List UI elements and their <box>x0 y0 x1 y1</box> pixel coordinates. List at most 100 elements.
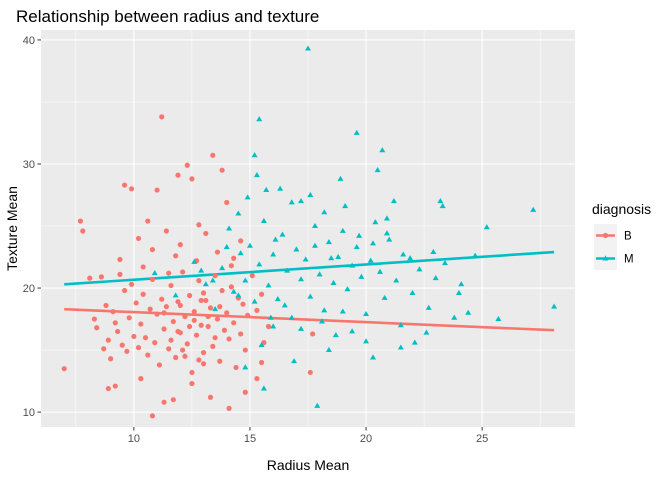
data-point-B <box>207 394 214 400</box>
data-point-B <box>310 331 316 337</box>
data-point-M <box>237 250 244 256</box>
data-point-B <box>149 413 156 419</box>
data-point-B <box>173 253 179 259</box>
legend: diagnosis BM <box>592 201 651 270</box>
x-tick-label: 10 <box>128 433 140 445</box>
data-point-M <box>330 279 337 286</box>
data-point-B <box>149 246 156 253</box>
data-point-B <box>119 342 125 348</box>
data-point-B <box>207 305 214 311</box>
data-point-M <box>256 116 263 122</box>
data-point-B <box>231 320 237 326</box>
data-point-M <box>235 292 242 298</box>
x-tick-label: 25 <box>476 433 488 445</box>
data-point-B <box>103 302 109 309</box>
data-point-B <box>210 343 216 349</box>
data-point-B <box>200 349 207 356</box>
data-point-B <box>156 362 163 368</box>
data-point-M <box>367 257 374 263</box>
data-point-M <box>383 230 390 236</box>
data-point-M <box>242 364 249 370</box>
data-point-B <box>189 369 195 376</box>
data-point-M <box>298 198 305 204</box>
data-point-B <box>245 312 251 318</box>
data-point-M <box>339 227 346 233</box>
data-point-B <box>121 287 128 294</box>
data-point-M <box>302 256 309 262</box>
data-point-M <box>455 289 462 295</box>
data-point-B <box>205 313 211 320</box>
legend-title: diagnosis <box>592 201 651 217</box>
data-point-B <box>110 309 116 315</box>
data-point-M <box>335 253 342 259</box>
data-point-M <box>267 314 274 320</box>
data-point-B <box>221 327 228 333</box>
data-point-M <box>374 167 381 173</box>
data-point-B <box>87 275 93 281</box>
data-point-M <box>551 303 558 309</box>
data-point-M <box>151 270 158 276</box>
data-point-B <box>217 358 223 364</box>
data-point-B <box>249 273 255 279</box>
data-point-B <box>135 235 142 242</box>
data-point-M <box>332 332 339 338</box>
data-point-M <box>425 304 432 310</box>
data-point-B <box>147 306 153 312</box>
data-point-M <box>242 277 249 283</box>
data-point-M <box>251 152 258 158</box>
data-point-M <box>230 288 237 294</box>
data-point-B <box>166 346 172 352</box>
data-point-M <box>393 277 400 283</box>
data-point-M <box>311 222 318 228</box>
y-tick-label: 30 <box>23 159 35 171</box>
y-tick-label: 10 <box>23 407 35 419</box>
data-point-M <box>263 186 270 192</box>
data-point-B <box>175 328 181 335</box>
data-point-B <box>212 273 218 279</box>
data-point-M <box>400 251 407 257</box>
data-point-M <box>191 258 198 264</box>
data-point-B <box>161 310 167 316</box>
data-point-B <box>238 331 244 337</box>
data-point-B <box>163 228 169 234</box>
data-point-B <box>175 299 181 305</box>
data-point-B <box>254 376 260 382</box>
data-point-B <box>101 346 107 352</box>
data-point-M <box>358 273 365 279</box>
data-point-B <box>168 282 174 289</box>
data-point-B <box>117 271 123 278</box>
data-point-M <box>260 385 267 391</box>
data-point-M <box>198 267 205 273</box>
data-point-M <box>321 307 328 313</box>
data-point-M <box>172 292 179 298</box>
data-point-B <box>228 263 234 269</box>
data-point-B <box>108 356 114 362</box>
data-point-M <box>397 322 404 328</box>
data-point-M <box>376 268 383 274</box>
data-point-B <box>80 228 86 234</box>
data-point-B <box>175 172 181 178</box>
data-point-M <box>316 271 323 277</box>
data-point-M <box>291 358 298 364</box>
data-point-B <box>226 405 232 411</box>
data-point-B <box>124 348 130 354</box>
data-point-B <box>184 162 190 168</box>
data-point-B <box>228 284 234 290</box>
data-point-M <box>284 267 291 273</box>
data-point-B <box>173 354 179 361</box>
y-tick-label: 20 <box>23 283 35 295</box>
data-point-B <box>205 323 211 330</box>
data-point-B <box>258 359 265 366</box>
data-point-B <box>94 325 100 331</box>
data-point-B <box>140 264 146 270</box>
data-point-B <box>121 182 128 188</box>
data-point-B <box>198 297 204 304</box>
data-point-B <box>142 335 149 341</box>
data-point-B <box>189 380 195 387</box>
data-point-M <box>279 231 286 237</box>
data-point-M <box>325 238 332 245</box>
data-point-B <box>145 352 151 358</box>
data-point-M <box>277 185 284 191</box>
data-point-B <box>154 187 160 193</box>
data-point-B <box>180 269 186 275</box>
